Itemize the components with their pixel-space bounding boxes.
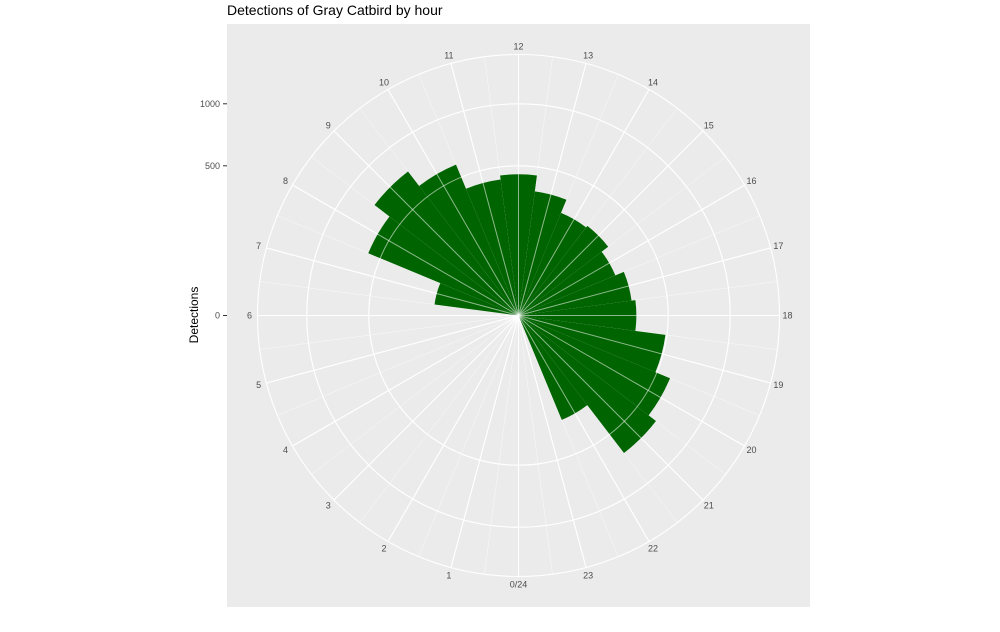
bars bbox=[257, 54, 780, 577]
bar-hour-16 bbox=[518, 251, 616, 316]
hour-label-1: 1 bbox=[446, 570, 451, 580]
bar-overlay-gridline bbox=[518, 130, 704, 316]
bar-overlay-gridline bbox=[518, 247, 771, 316]
hour-label-22: 22 bbox=[648, 543, 658, 553]
hour-label-4: 4 bbox=[283, 445, 288, 455]
bar-overlay-gridline bbox=[518, 184, 745, 316]
minor-radial-gridline bbox=[359, 315, 519, 523]
y-tick-label: 0 bbox=[215, 311, 220, 321]
bar-hour-7 bbox=[434, 283, 519, 316]
bar-hour-22 bbox=[518, 315, 588, 420]
bar-overlay-gridline bbox=[518, 315, 587, 568]
hour-label-19: 19 bbox=[773, 380, 783, 390]
bar-overlay-gridline bbox=[266, 247, 519, 316]
minor-radial-gridline bbox=[518, 315, 619, 557]
bar-overlay-gridline bbox=[518, 63, 587, 316]
hour-label-15: 15 bbox=[704, 120, 714, 130]
hour-label-2: 2 bbox=[381, 543, 386, 553]
minor-radial-gridline bbox=[518, 315, 553, 575]
hour-label-23: 23 bbox=[583, 570, 593, 580]
bar-hour-8 bbox=[368, 216, 519, 316]
hour-label-9: 9 bbox=[326, 120, 331, 130]
chart-title: Detections of Gray Catbird by hour bbox=[227, 2, 443, 18]
bar-hour-13 bbox=[518, 191, 567, 316]
bar-hour-14 bbox=[518, 212, 587, 316]
hour-label-8: 8 bbox=[283, 176, 288, 186]
hour-label-11: 11 bbox=[444, 51, 453, 61]
y-tick-label: 500 bbox=[205, 161, 220, 171]
hour-label-3: 3 bbox=[326, 501, 331, 511]
bar-hour-20 bbox=[518, 315, 670, 416]
bar-overlay-gridline bbox=[518, 315, 771, 384]
hour-label-7: 7 bbox=[256, 241, 261, 251]
minor-radial-gridline bbox=[484, 315, 519, 575]
bar-overlay-circle bbox=[368, 165, 669, 466]
hour-label-5: 5 bbox=[256, 380, 261, 390]
hour-label-12: 12 bbox=[513, 42, 523, 52]
bar-overlay-gridline bbox=[387, 315, 519, 542]
hour-labels: 0/24123456789101112131415161718192021222… bbox=[247, 42, 793, 590]
bar-overlay-gridline bbox=[450, 315, 519, 568]
hour-label-20: 20 bbox=[746, 445, 756, 455]
minor-radial-gridline bbox=[259, 315, 519, 350]
bar-overlay-gridline bbox=[518, 89, 650, 316]
hour-label-17: 17 bbox=[773, 241, 783, 251]
bar-overlay-circle bbox=[306, 103, 731, 528]
hour-label-13: 13 bbox=[583, 51, 593, 61]
bar-hour-11 bbox=[466, 179, 519, 316]
hour-label-18: 18 bbox=[782, 311, 792, 321]
bar-hour-10 bbox=[419, 164, 519, 316]
bar-overlay-gridline bbox=[292, 315, 519, 447]
minor-radial-gridline bbox=[518, 56, 553, 316]
bar-hour-19 bbox=[518, 315, 666, 373]
bar-overlay-gridline bbox=[387, 89, 519, 316]
bar-overlay-gridline bbox=[333, 315, 519, 501]
hour-label-21: 21 bbox=[704, 501, 714, 511]
hour-label-6: 6 bbox=[247, 311, 252, 321]
hour-label-14: 14 bbox=[648, 78, 658, 88]
bar-hour-17 bbox=[518, 271, 632, 316]
hour-label-10: 10 bbox=[379, 78, 389, 88]
hour-label-16: 16 bbox=[746, 176, 756, 186]
bar-overlay-gridline bbox=[450, 63, 519, 316]
minor-radial-gridline bbox=[484, 56, 519, 316]
bar-overlay-gridline bbox=[518, 315, 745, 447]
bar-overlay-gridline bbox=[333, 130, 519, 316]
bar-overlay-gridline bbox=[518, 315, 704, 501]
minor-radial-gridline bbox=[277, 315, 519, 416]
hour-label-0: 0/24 bbox=[510, 580, 528, 590]
minor-radial-gridline bbox=[418, 315, 519, 557]
bar-overlay-gridline bbox=[266, 315, 519, 384]
bar-overlay-gridline bbox=[292, 184, 519, 316]
y-axis-label: Detections bbox=[187, 287, 201, 344]
bar-overlay-gridline bbox=[518, 315, 650, 542]
y-axis: 0 500 1000 bbox=[200, 99, 227, 321]
minor-radial-gridline bbox=[311, 315, 519, 475]
minor-radial-gridline bbox=[311, 156, 519, 316]
y-tick-label: 1000 bbox=[200, 99, 220, 109]
